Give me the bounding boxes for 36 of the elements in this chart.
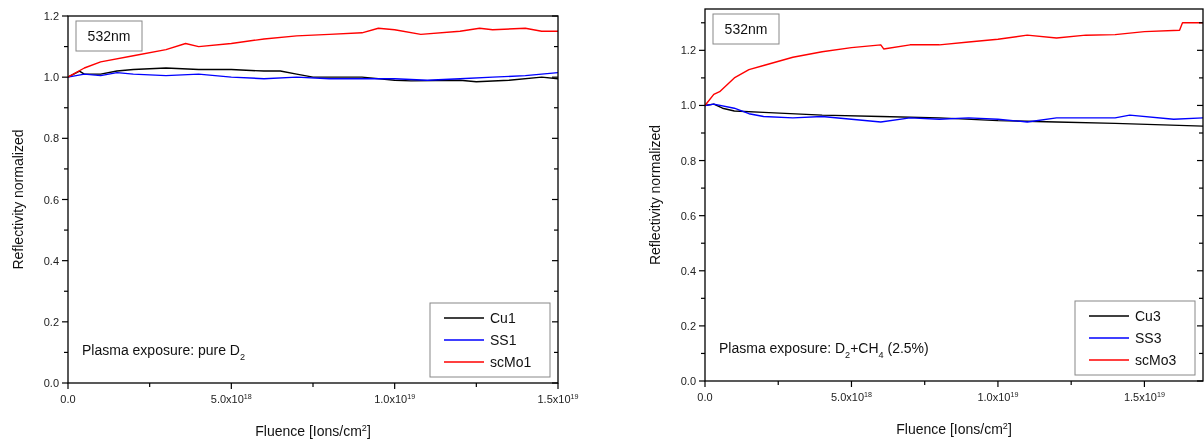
x-axis-title: Fluence [Ions/cm$^{2}$] — [896, 421, 1012, 437]
x-tick-label: 5.0x10$^{18}$ — [830, 391, 872, 403]
y-tick-label: 0.8 — [43, 132, 59, 145]
legend-label: SS1 — [490, 332, 517, 348]
y-tick-label: 0.0 — [680, 375, 696, 387]
y-tick-label: 0.4 — [680, 264, 696, 277]
y-tick-label: 0.2 — [43, 315, 59, 328]
x-tick-label: 0.0 — [697, 391, 713, 403]
y-tick-label: 1.0 — [680, 99, 696, 112]
x-tick-label: 1.0x10$^{19}$ — [977, 391, 1019, 403]
y-axis-title: Reflectivity normalized — [10, 129, 26, 270]
x-axis-title: Fluence [Ions/cm$^{2}$] — [255, 423, 371, 439]
legend-label: Cu1 — [490, 310, 516, 326]
x-tick-label: 1.5x10$^{19}$ — [537, 393, 579, 405]
x-tick-label: 1.0x10$^{19}$ — [374, 393, 416, 405]
y-tick-label: 1.2 — [43, 10, 59, 22]
y-tick-label: 0.2 — [680, 319, 696, 332]
annotation: 532nm — [87, 28, 131, 44]
y-tick-label: 0.6 — [43, 193, 59, 206]
y-axis-title: Reflectivity normalized — [647, 124, 663, 266]
x-tick-label: 5.0x10$^{18}$ — [210, 393, 252, 405]
x-tick-label: 1.5x10$^{19}$ — [1123, 391, 1165, 403]
legend-label: scMo1 — [490, 354, 532, 370]
annotation: Plasma exposure: pure D$_{2}$ — [82, 342, 246, 362]
x-tick-label: 0.0 — [60, 393, 76, 405]
legend-label: scMo3 — [1135, 352, 1177, 368]
y-tick-label: 0.8 — [680, 154, 696, 167]
y-tick-label: 0.4 — [43, 254, 59, 267]
y-tick-label: 1.0 — [43, 71, 59, 84]
y-tick-label: 0.0 — [43, 377, 59, 389]
legend-label: Cu3 — [1135, 308, 1161, 324]
y-tick-label: 1.2 — [680, 44, 696, 57]
y-tick-label: 0.6 — [680, 209, 696, 222]
legend-label: SS3 — [1135, 330, 1162, 346]
annotation: 532nm — [724, 21, 768, 37]
annotation: Plasma exposure: D$_{2}$+CH$_{4}$ (2.5%) — [719, 340, 929, 360]
